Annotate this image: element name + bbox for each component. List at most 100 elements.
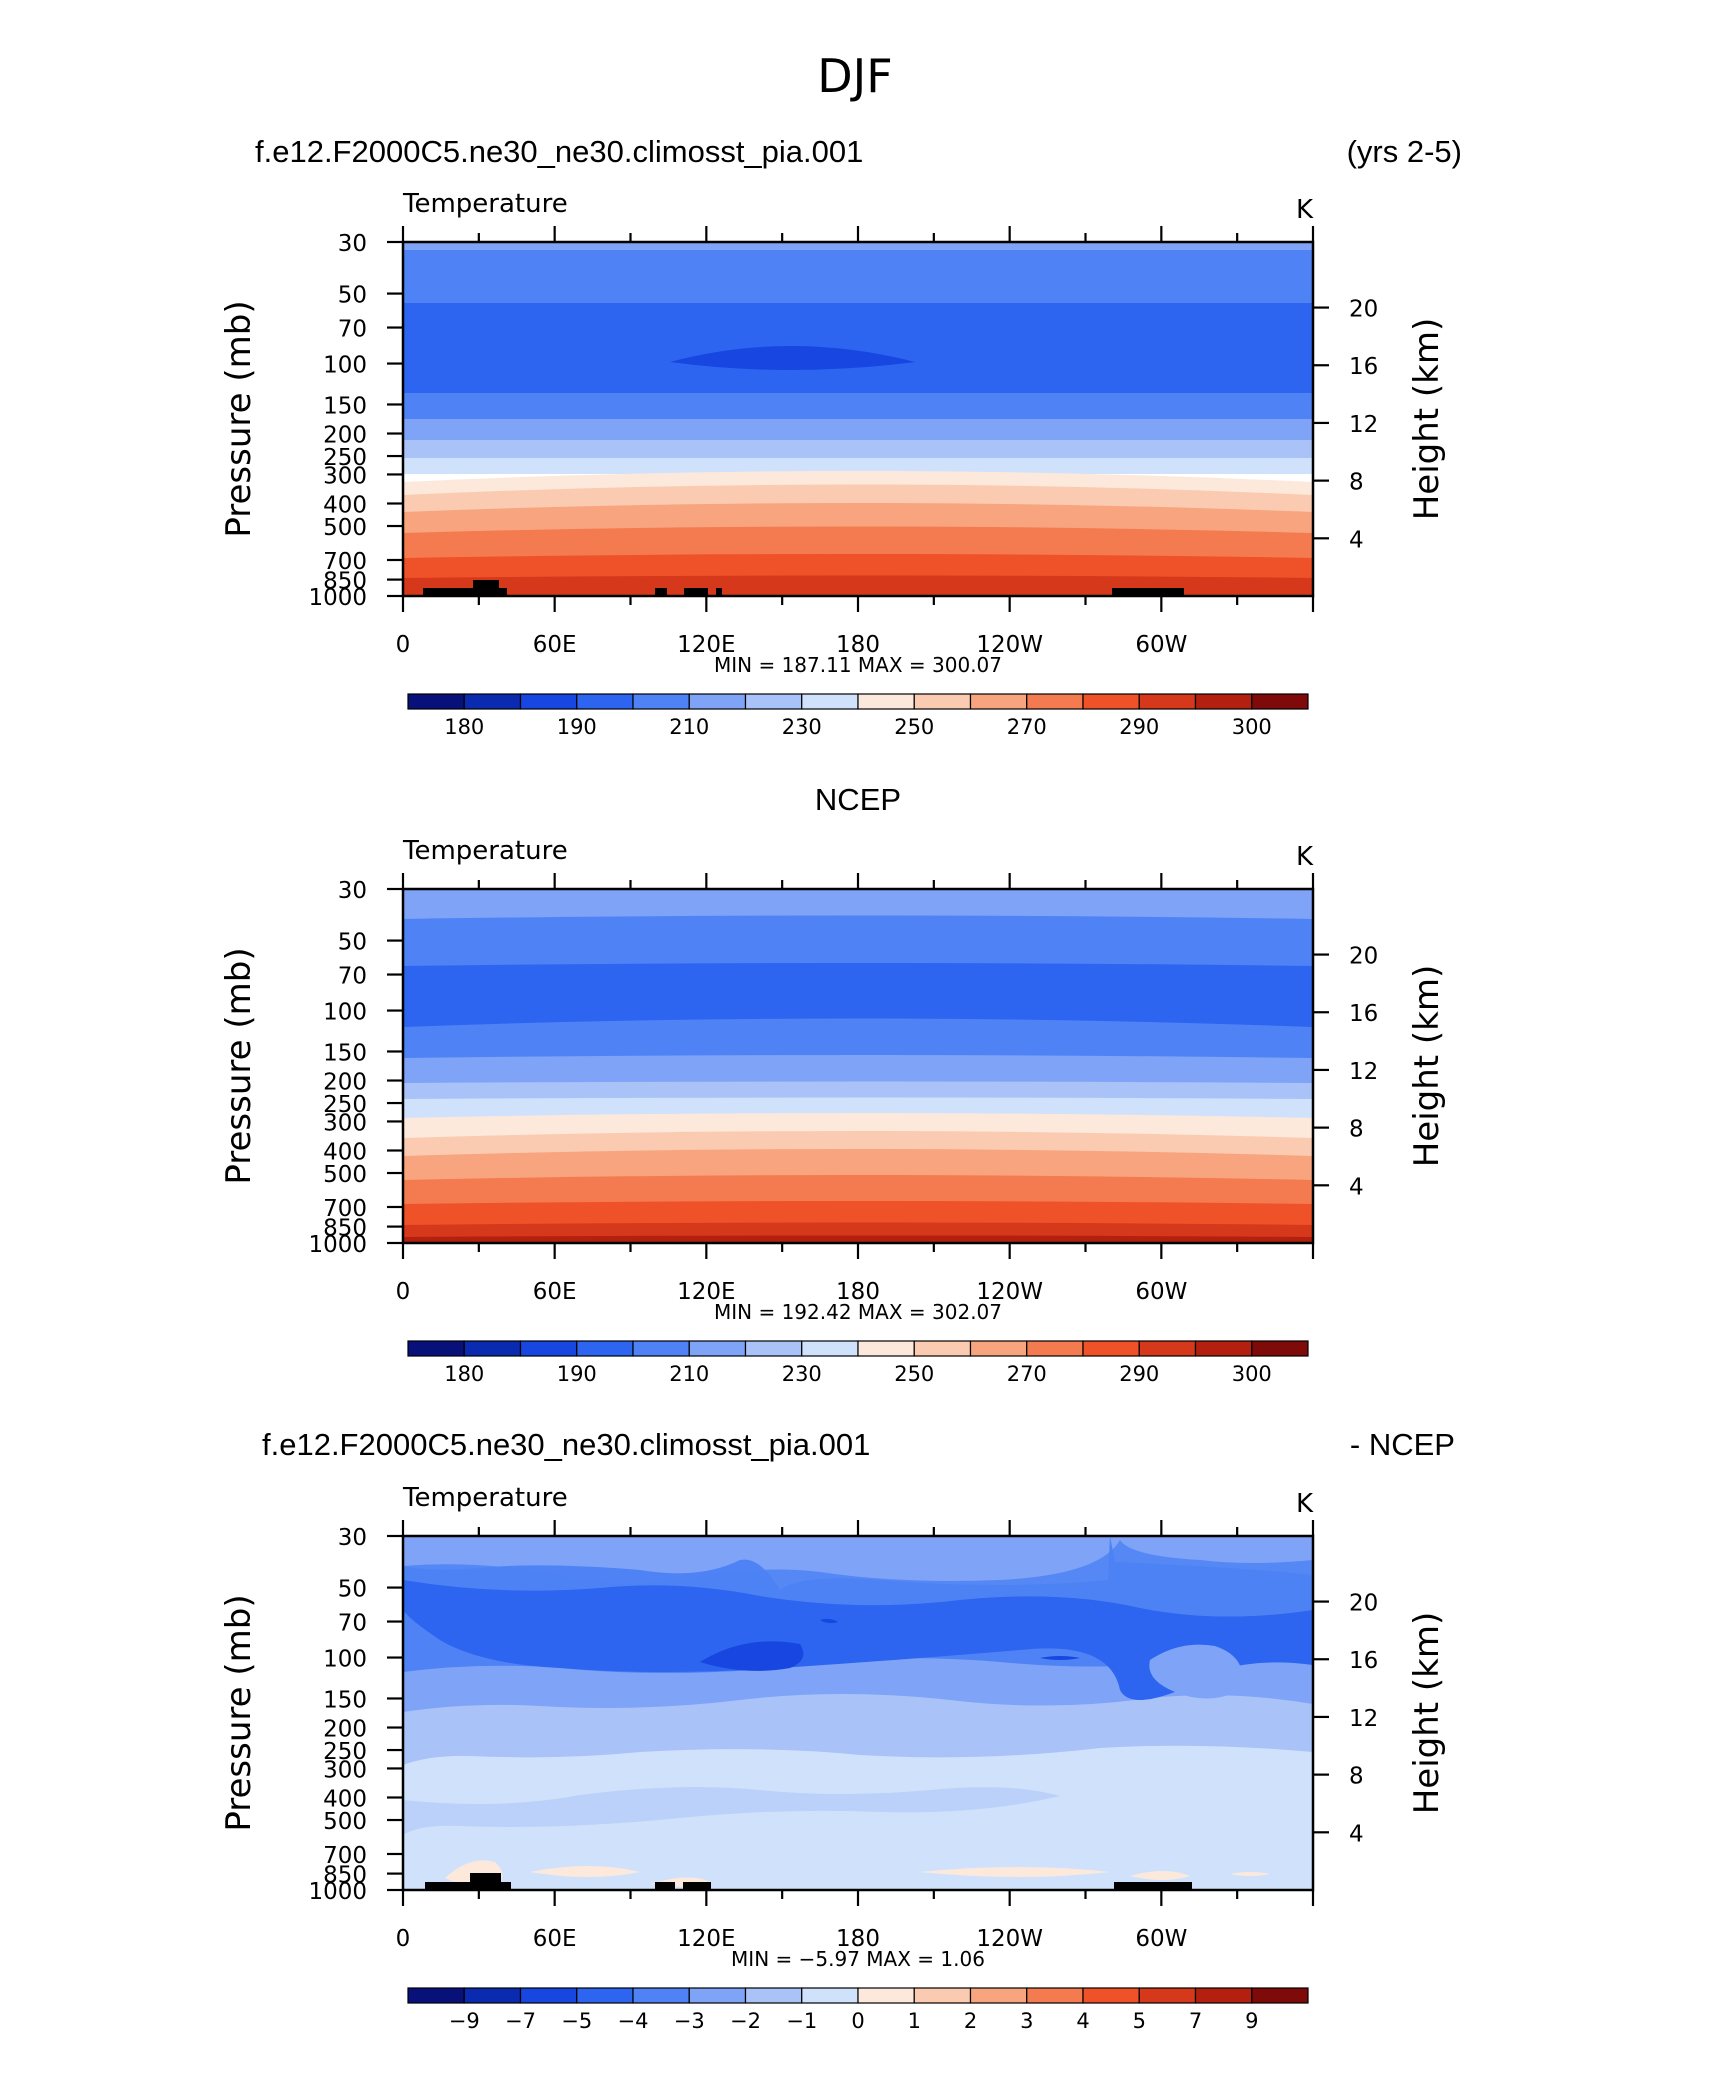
colorbar-label: −9 <box>449 2009 480 2033</box>
panel-obs-colorbar-labels: 180 190 210 230 250 270 290 300 <box>444 1362 1272 1386</box>
colorbar-label: −7 <box>505 2009 536 2033</box>
colorbar-swatch <box>801 693 859 710</box>
height-tick-label: 12 <box>1349 1059 1378 1085</box>
colorbar-label: 230 <box>782 715 822 739</box>
panel-obs-field <box>403 889 1313 1243</box>
panel-diff-stats: MIN = −5.97 MAX = 1.06 <box>731 1947 985 1971</box>
pressure-tick-label: 700 <box>323 549 367 575</box>
height-tick-label: 20 <box>1349 1591 1378 1617</box>
panel-diff-variable: Temperature <box>402 1483 568 1513</box>
panel-model-lon-labels: 0 60E 120E 180 120W 60W <box>396 632 1188 658</box>
panel-model-colorbar <box>407 693 1309 710</box>
colorbar-swatch <box>688 1987 747 2004</box>
lon-tick-label: 0 <box>396 632 411 658</box>
pressure-tick-label: 1000 <box>308 1879 367 1905</box>
pressure-tick-label: 300 <box>323 1757 367 1783</box>
pressure-tick-label: 1000 <box>308 1232 367 1258</box>
pressure-tick-label: 30 <box>338 1525 367 1551</box>
colorbar-label: 210 <box>669 1362 709 1386</box>
pressure-tick-label: 70 <box>338 964 367 990</box>
panel-obs-ylabel-right: Height (km) <box>1407 965 1447 1168</box>
pressure-tick-label: 850 <box>323 1863 367 1889</box>
lon-tick-label: 60W <box>1135 1279 1187 1305</box>
colorbar-swatch <box>1251 1340 1309 1357</box>
colorbar-label: 5 <box>1133 2009 1146 2033</box>
colorbar-swatch <box>632 693 690 710</box>
colorbar-label: 3 <box>1020 2009 1033 2033</box>
height-tick-label: 20 <box>1349 944 1378 970</box>
pressure-tick-label: 700 <box>323 1843 367 1869</box>
colorbar-label: 250 <box>894 1362 934 1386</box>
colorbar-swatch <box>1194 1340 1253 1357</box>
pressure-tick-label: 250 <box>323 445 367 471</box>
colorbar-swatch <box>576 1987 634 2004</box>
pressure-tick-label: 250 <box>323 1739 367 1765</box>
colorbar-swatch <box>1251 1987 1309 2004</box>
colorbar-swatch <box>1138 1340 1197 1357</box>
lon-tick-label: 0 <box>396 1926 411 1952</box>
panel-model-colorbar-labels: 180 190 210 230 250 270 290 300 <box>444 715 1272 739</box>
panel-diff-field <box>403 1536 1313 1890</box>
lon-tick-label: 120E <box>677 632 735 658</box>
colorbar-swatch <box>632 1340 690 1357</box>
pressure-tick-label: 150 <box>323 1040 367 1066</box>
panel-obs-ylabel-left: Pressure (mb) <box>219 947 259 1184</box>
lon-tick-label: 180 <box>836 1279 880 1305</box>
colorbar-swatch <box>1026 1340 1084 1357</box>
panel-diff-pressure-axis: 30 50 70 100 150 200 250 300 400 500 700… <box>308 1525 403 1905</box>
panel-model-stats: MIN = 187.11 MAX = 300.07 <box>714 653 1002 677</box>
panel-diff-ylabel-right: Height (km) <box>1407 1612 1447 1815</box>
lon-tick-label: 120W <box>976 632 1043 658</box>
colorbar-swatch <box>744 1987 803 2004</box>
pressure-tick-label: 850 <box>323 569 367 595</box>
colorbar-label: 270 <box>1007 1362 1047 1386</box>
pressure-tick-label: 150 <box>323 1687 367 1713</box>
lon-tick-label: 120E <box>677 1926 735 1952</box>
figure-title: DJF <box>817 49 892 103</box>
panel-obs-stats: MIN = 192.42 MAX = 302.07 <box>714 1300 1002 1324</box>
pressure-tick-label: 150 <box>323 393 367 419</box>
panel-model-field <box>403 242 1313 596</box>
height-tick-label: 8 <box>1349 1764 1364 1790</box>
lon-tick-label: 180 <box>836 632 880 658</box>
colorbar-swatch <box>1194 693 1253 710</box>
height-tick-label: 20 <box>1349 297 1378 323</box>
colorbar-swatch <box>801 1987 859 2004</box>
colorbar-label: −2 <box>730 2009 761 2033</box>
colorbar-swatch <box>744 1340 803 1357</box>
colorbar-label: 180 <box>444 715 484 739</box>
colorbar-label: −5 <box>561 2009 592 2033</box>
panel-obs-variable: Temperature <box>402 836 568 866</box>
colorbar-swatch <box>1026 1987 1084 2004</box>
colorbar-swatch <box>407 1987 465 2004</box>
colorbar-label: 2 <box>964 2009 977 2033</box>
panel-diff-bottom-ticks <box>401 1890 1315 1906</box>
panel-diff-colorbar <box>407 1987 1309 2004</box>
height-tick-label: 16 <box>1349 1648 1378 1674</box>
colorbar-label: 210 <box>669 715 709 739</box>
colorbar-label: 190 <box>557 715 597 739</box>
colorbar-swatch <box>1082 693 1140 710</box>
colorbar-swatch <box>969 693 1028 710</box>
panel-model-top-ticks <box>401 226 1315 242</box>
panel-obs-lon-labels: 0 60E 120E 180 120W 60W <box>396 1279 1188 1305</box>
height-tick-label: 16 <box>1349 1001 1378 1027</box>
height-tick-label: 4 <box>1349 1821 1364 1847</box>
panel-diff-right-title: - NCEP <box>1350 1427 1455 1462</box>
panel-diff-top-ticks <box>401 1520 1315 1536</box>
panel-diff-ylabel-left: Pressure (mb) <box>219 1594 259 1831</box>
colorbar-label: 4 <box>1076 2009 1089 2033</box>
panel-model-bottom-ticks <box>401 596 1315 612</box>
panel-obs: NCEP Temperature K 30 50 70 100 1 <box>219 782 1447 1386</box>
panel-model-ylabel-right: Height (km) <box>1407 318 1447 521</box>
height-tick-label: 12 <box>1349 412 1378 438</box>
pressure-tick-label: 100 <box>323 1000 367 1026</box>
colorbar-label: 180 <box>444 1362 484 1386</box>
height-tick-label: 4 <box>1349 1174 1364 1200</box>
pressure-tick-label: 50 <box>338 930 367 956</box>
colorbar-label: 0 <box>851 2009 864 2033</box>
colorbar-swatch <box>519 1987 578 2004</box>
pressure-tick-label: 500 <box>323 1809 367 1835</box>
panel-obs-units: K <box>1296 842 1314 872</box>
pressure-tick-label: 400 <box>323 1139 367 1165</box>
